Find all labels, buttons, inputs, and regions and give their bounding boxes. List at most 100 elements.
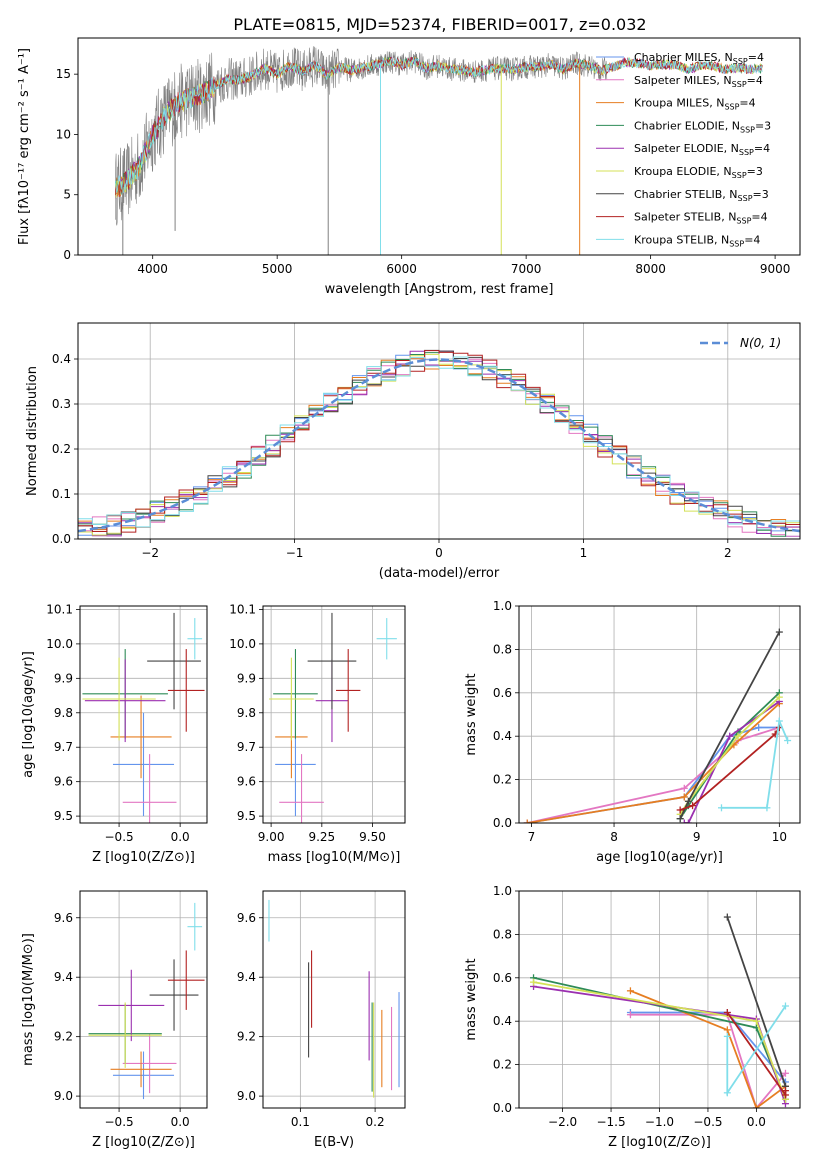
axes-frame — [79, 890, 208, 1109]
x-tick-label: 9.00 — [258, 830, 285, 844]
spectrum-chart: 4000 5000 6000 7000 8000 9000 0 5 10 15 wavelength… — [17, 37, 801, 297]
legend-suffix: =3 — [755, 119, 771, 132]
y-axis-label: mass weight — [464, 673, 479, 755]
axes-frame — [518, 890, 801, 1109]
x-tick-label: 4000 — [137, 262, 168, 276]
y-tick-label: 0.2 — [52, 442, 71, 456]
x-tick-label: −0.5 — [105, 1115, 134, 1129]
x-axis-label: mass [log10(M/M⊙)] — [268, 850, 401, 865]
model-spectrum-line — [114, 56, 763, 194]
mass-weight-line — [527, 702, 780, 823]
x-tick-label: 10 — [772, 830, 787, 844]
observed-spectrum-line — [115, 46, 608, 226]
y-tick-label: 9.9 — [237, 671, 256, 685]
legend-label: Salpeter MILES, NSSP=4 — [634, 74, 763, 89]
y-tick-label: 9.0 — [54, 1089, 73, 1103]
x-tick-label: 9 — [693, 830, 701, 844]
x-tick-label: 0.1 — [291, 1115, 310, 1129]
x-tick-label: 7000 — [511, 262, 542, 276]
plot-area — [269, 612, 397, 823]
x-tick-label: −1.5 — [596, 1115, 625, 1129]
mass-weight-line — [721, 717, 789, 809]
legend-label: Salpeter ELODIE, NSSP=4 — [634, 142, 770, 157]
y-tick-label: 0.2 — [493, 773, 512, 787]
y-tick-label: 15 — [56, 67, 71, 81]
legend-subscript: SSP — [738, 194, 753, 203]
y-tick-label: 10 — [56, 127, 71, 141]
x-tick-label: 5000 — [262, 262, 293, 276]
legend-subscript: SSP — [740, 125, 755, 134]
y-tick-label: 9.6 — [54, 911, 73, 925]
y-tick-label: 0.4 — [493, 1014, 512, 1028]
residual-histogram — [78, 356, 800, 530]
legend-label: Kroupa MILES, NSSP=4 — [634, 97, 756, 112]
y-tick-label: 9.6 — [54, 775, 73, 789]
legend-subscript: SSP — [724, 103, 739, 112]
y-tick-label: 9.4 — [54, 970, 73, 984]
plot-area — [88, 902, 205, 1100]
figure-title: PLATE=0815, MJD=52374, FIBERID=0017, z=0… — [233, 15, 646, 34]
y-tick-label: 9.2 — [237, 1030, 256, 1044]
y-tick-label: 0.1 — [52, 487, 71, 501]
y-tick-label: 10.0 — [229, 637, 256, 651]
x-tick-label: 1 — [580, 546, 588, 560]
gaussian-reference-curve — [78, 358, 800, 533]
y-tick-label: 9.8 — [237, 706, 256, 720]
plot-area — [268, 899, 400, 1098]
y-tick-label: 9.8 — [54, 706, 73, 720]
axes-frame — [79, 605, 208, 824]
mass-weight-line — [527, 726, 780, 823]
axes-frame — [77, 322, 801, 540]
y-tick-label: 0.6 — [493, 971, 512, 985]
y-tick-label: 0.4 — [493, 729, 512, 743]
x-tick-label: 0.0 — [171, 1115, 190, 1129]
legend-subscript: SSP — [733, 57, 748, 66]
y-tick-label: 9.6 — [237, 775, 256, 789]
legend-subscript: SSP — [739, 148, 754, 157]
legend-suffix: =4 — [751, 211, 767, 224]
y-tick-label: 9.9 — [54, 671, 73, 685]
y-tick-label: 9.6 — [237, 911, 256, 925]
plot-area — [114, 46, 763, 255]
x-axis-label: wavelength [Angstrom, rest frame] — [325, 282, 554, 297]
x-axis-label: age [log10(age/yr)] — [596, 850, 723, 865]
x-axis-label: Z [log10(Z/Z⊙)] — [608, 1135, 711, 1150]
x-tick-label: 6000 — [386, 262, 417, 276]
residual-histogram — [78, 353, 800, 536]
x-tick-label: −2 — [141, 546, 159, 560]
legend-suffix: =4 — [744, 233, 760, 246]
mass-weight-vs-age-chart: 7 8 9 10 0.0 0.2 0.4 0.6 0.8 1.0 age [log10(age/yr… — [464, 599, 801, 865]
mass-weight-line — [679, 727, 781, 811]
plot-area — [523, 628, 792, 823]
x-axis-label: E(B-V) — [314, 1135, 354, 1150]
legend-suffix: =4 — [739, 97, 755, 110]
x-axis-label: Z [log10(Z/Z⊙)] — [92, 850, 195, 865]
legend-label: Salpeter STELIB, NSSP=4 — [634, 211, 768, 226]
x-tick-label: −1.0 — [645, 1115, 674, 1129]
y-tick-label: 9.2 — [54, 1030, 73, 1044]
axes-frame — [262, 605, 406, 824]
legend-label: Chabrier MILES, NSSP=4 — [634, 51, 764, 66]
axes-frame — [262, 890, 406, 1109]
mass-vs-metallicity-chart: −0.5 0.0 9.0 9.2 9.4 9.6 Z [log10(Z/Z⊙)] mass [… — [21, 890, 208, 1150]
y-tick-label: 1.0 — [493, 884, 512, 898]
y-tick-label: 0.8 — [493, 927, 512, 941]
y-axis-label: age [log10(age/yr)] — [21, 651, 36, 778]
legend-label: Chabrier STELIB, NSSP=3 — [634, 188, 769, 203]
mass-weight-vs-metallicity-chart: −2.0 −1.5 −1.0 −0.5 0.0 0.0 0.2 0.4 0.6 0.8 1.0 Z [… — [464, 884, 801, 1150]
y-axis-label: mass [log10(M/M⊙)] — [21, 933, 36, 1066]
legend-label: Kroupa STELIB, NSSP=4 — [634, 233, 760, 248]
legend-subscript: SSP — [736, 217, 751, 226]
y-tick-label: 0.0 — [493, 816, 512, 830]
x-tick-label: −2.0 — [548, 1115, 577, 1129]
age-vs-mass-chart: 9.00 9.25 9.50 9.5 9.6 9.7 9.8 9.9 10.0 10.1 mass … — [229, 602, 406, 865]
mass-weight-line — [679, 631, 781, 820]
y-tick-label: 9.7 — [54, 740, 73, 754]
mass-weight-line — [726, 916, 787, 1087]
y-tick-label: 0.3 — [52, 397, 71, 411]
legend-suffix: =4 — [748, 51, 764, 64]
x-tick-label: 0.2 — [366, 1115, 385, 1129]
y-tick-label: 0 — [63, 248, 71, 262]
y-tick-label: 9.4 — [237, 970, 256, 984]
